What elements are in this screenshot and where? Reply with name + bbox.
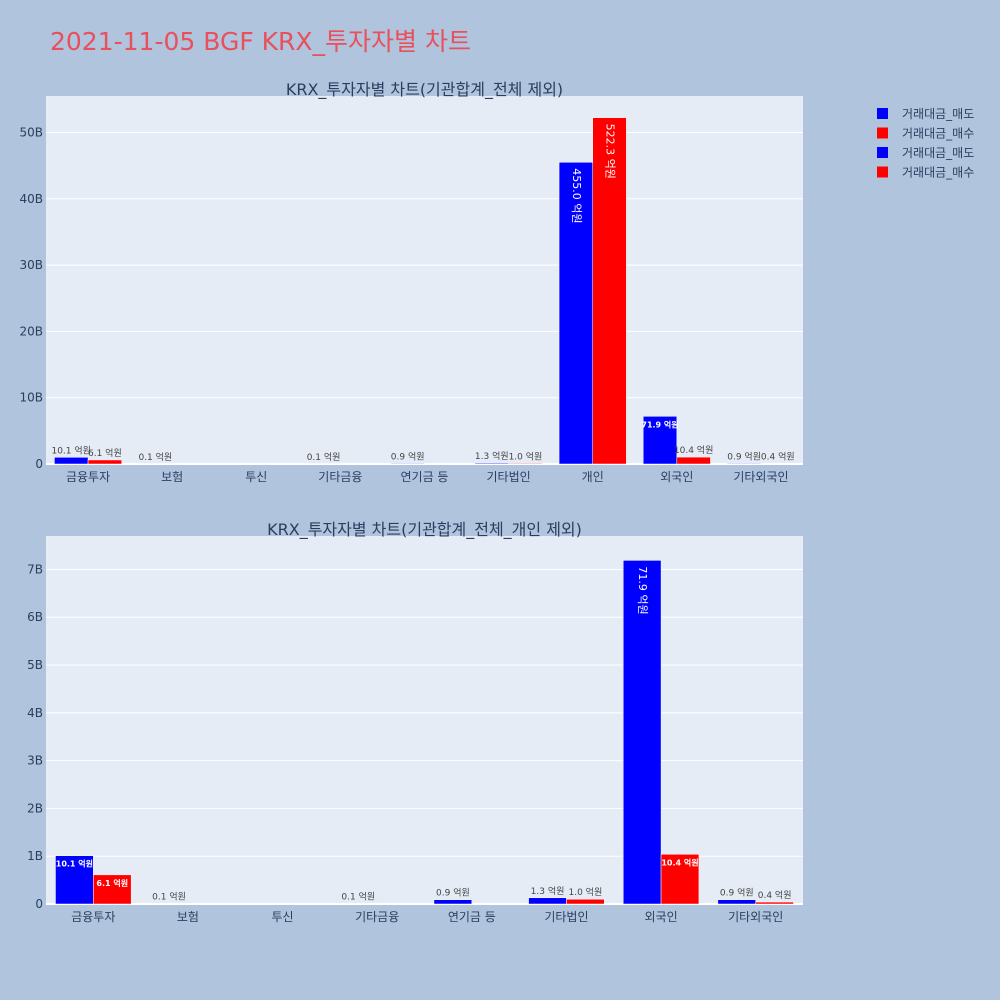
y-tick-label: 0	[35, 457, 43, 471]
legend-swatch[interactable]	[877, 166, 888, 178]
bar[interactable]	[433, 899, 473, 905]
bar[interactable]	[474, 462, 509, 465]
data-label: 1.3 억원	[531, 885, 565, 897]
data-label: 0.9 억원	[727, 450, 761, 462]
data-label: 1.0 억원	[509, 450, 543, 462]
chart-bottom: KRX_투자자별 차트(기관합계_전체_개인 제외) 0 1B 2B 3B 4B 5B 6B 7…	[27, 520, 803, 924]
y-tick-label: 7B	[27, 562, 43, 576]
data-label: 10.1 억원	[56, 859, 93, 869]
bar[interactable]	[93, 874, 132, 905]
y-tick-label: 2B	[27, 801, 43, 815]
y-tick-label: 1B	[27, 849, 43, 863]
x-tick-label: 기타법인	[487, 470, 531, 484]
data-label: 10.1 억원	[51, 444, 90, 456]
data-label: 0.1 억원	[341, 891, 375, 903]
bar[interactable]	[622, 560, 662, 905]
legend-label[interactable]: 거래대금_매수	[902, 127, 974, 141]
data-label: 0.1 억원	[307, 451, 341, 463]
data-label: 0.9 억원	[391, 450, 425, 462]
data-label: 6.1 억원	[88, 447, 122, 459]
data-label: 10.4 억원	[661, 857, 698, 867]
legend-label[interactable]: 거래대금_매수	[902, 166, 974, 180]
bar[interactable]	[87, 459, 122, 465]
x-tick-label: 연기금 등	[401, 470, 449, 484]
x-tick-label: 보험	[161, 470, 183, 484]
y-tick-label: 6B	[27, 610, 43, 624]
x-tick-label: 기타외국인	[733, 470, 788, 484]
x-tick-label: 연기금 등	[448, 910, 496, 924]
data-label: 522.3 억원	[604, 124, 617, 179]
x-tick-label: 외국인	[660, 470, 693, 484]
legend-swatch[interactable]	[877, 147, 888, 158]
y-tick-label: 5B	[27, 658, 43, 672]
bar[interactable]	[390, 463, 425, 465]
chart-subtitle: KRX_투자자별 차트(기관합계_전체 제외)	[286, 80, 563, 100]
y-tick-label: 20B	[19, 324, 43, 338]
bar[interactable]	[755, 901, 794, 905]
y-tick-label: 3B	[27, 754, 43, 768]
data-label: 1.3 억원	[475, 450, 509, 462]
data-label: 71.9 억원	[636, 566, 649, 614]
bar[interactable]	[508, 463, 543, 465]
chart-top: KRX_투자자별 차트(기관합계_전체 제외) 0 10B 20B 30B 40B 50B 금…	[19, 80, 803, 484]
y-tick-label: 50B	[19, 125, 43, 139]
bar[interactable]	[528, 897, 567, 905]
bar[interactable]	[660, 854, 700, 905]
x-tick-label: 기타외국인	[728, 910, 783, 924]
x-tick-label: 금융투자	[66, 470, 110, 484]
data-label: 0.9 억원	[720, 887, 754, 899]
x-tick-label: 기타금융	[318, 470, 362, 484]
data-label: 71.9 억원	[641, 419, 678, 429]
bar[interactable]	[676, 456, 711, 465]
legend-label[interactable]: 거래대금_매도	[902, 107, 974, 121]
x-tick-label: 투신	[272, 910, 294, 924]
legend-label[interactable]: 거래대금_매도	[902, 146, 974, 160]
legend-swatch[interactable]	[877, 127, 888, 139]
data-label: 0.9 억원	[436, 887, 470, 899]
y-tick-label: 40B	[19, 192, 43, 206]
legend-swatch[interactable]	[877, 108, 888, 119]
data-label: 1.0 억원	[568, 886, 602, 898]
x-tick-label: 기타법인	[544, 910, 588, 924]
bar[interactable]	[592, 117, 627, 465]
chart-subtitle: KRX_투자자별 차트(기관합계_전체_개인 제외)	[267, 520, 582, 540]
data-label: 10.4 억원	[674, 444, 713, 456]
x-tick-label: 보험	[177, 910, 199, 924]
bar[interactable]	[717, 899, 756, 905]
data-label: 0.4 억원	[758, 889, 792, 901]
bar[interactable]	[54, 457, 89, 465]
data-label: 455.0 억원	[570, 168, 583, 223]
y-tick-label: 10B	[19, 391, 43, 405]
y-tick-label: 0	[35, 897, 43, 911]
data-label: 0.1 억원	[152, 891, 186, 903]
bar[interactable]	[566, 898, 605, 905]
data-label: 0.4 억원	[761, 451, 795, 463]
y-tick-label: 4B	[27, 706, 43, 720]
x-tick-label: 기타금융	[355, 910, 399, 924]
data-label: 0.1 억원	[138, 451, 172, 463]
bar[interactable]	[642, 416, 678, 465]
page-title: 2021-11-05 BGF KRX_투자자별 차트	[50, 27, 471, 56]
data-label: 6.1 억원	[96, 878, 128, 888]
x-tick-label: 투신	[245, 470, 267, 484]
y-tick-label: 30B	[19, 258, 43, 272]
x-tick-label: 개인	[582, 470, 604, 484]
plot-area	[46, 96, 803, 464]
plot-area	[46, 536, 803, 904]
x-tick-label: 외국인	[645, 910, 678, 924]
bar[interactable]	[727, 463, 762, 465]
x-tick-label: 금융투자	[71, 910, 115, 924]
